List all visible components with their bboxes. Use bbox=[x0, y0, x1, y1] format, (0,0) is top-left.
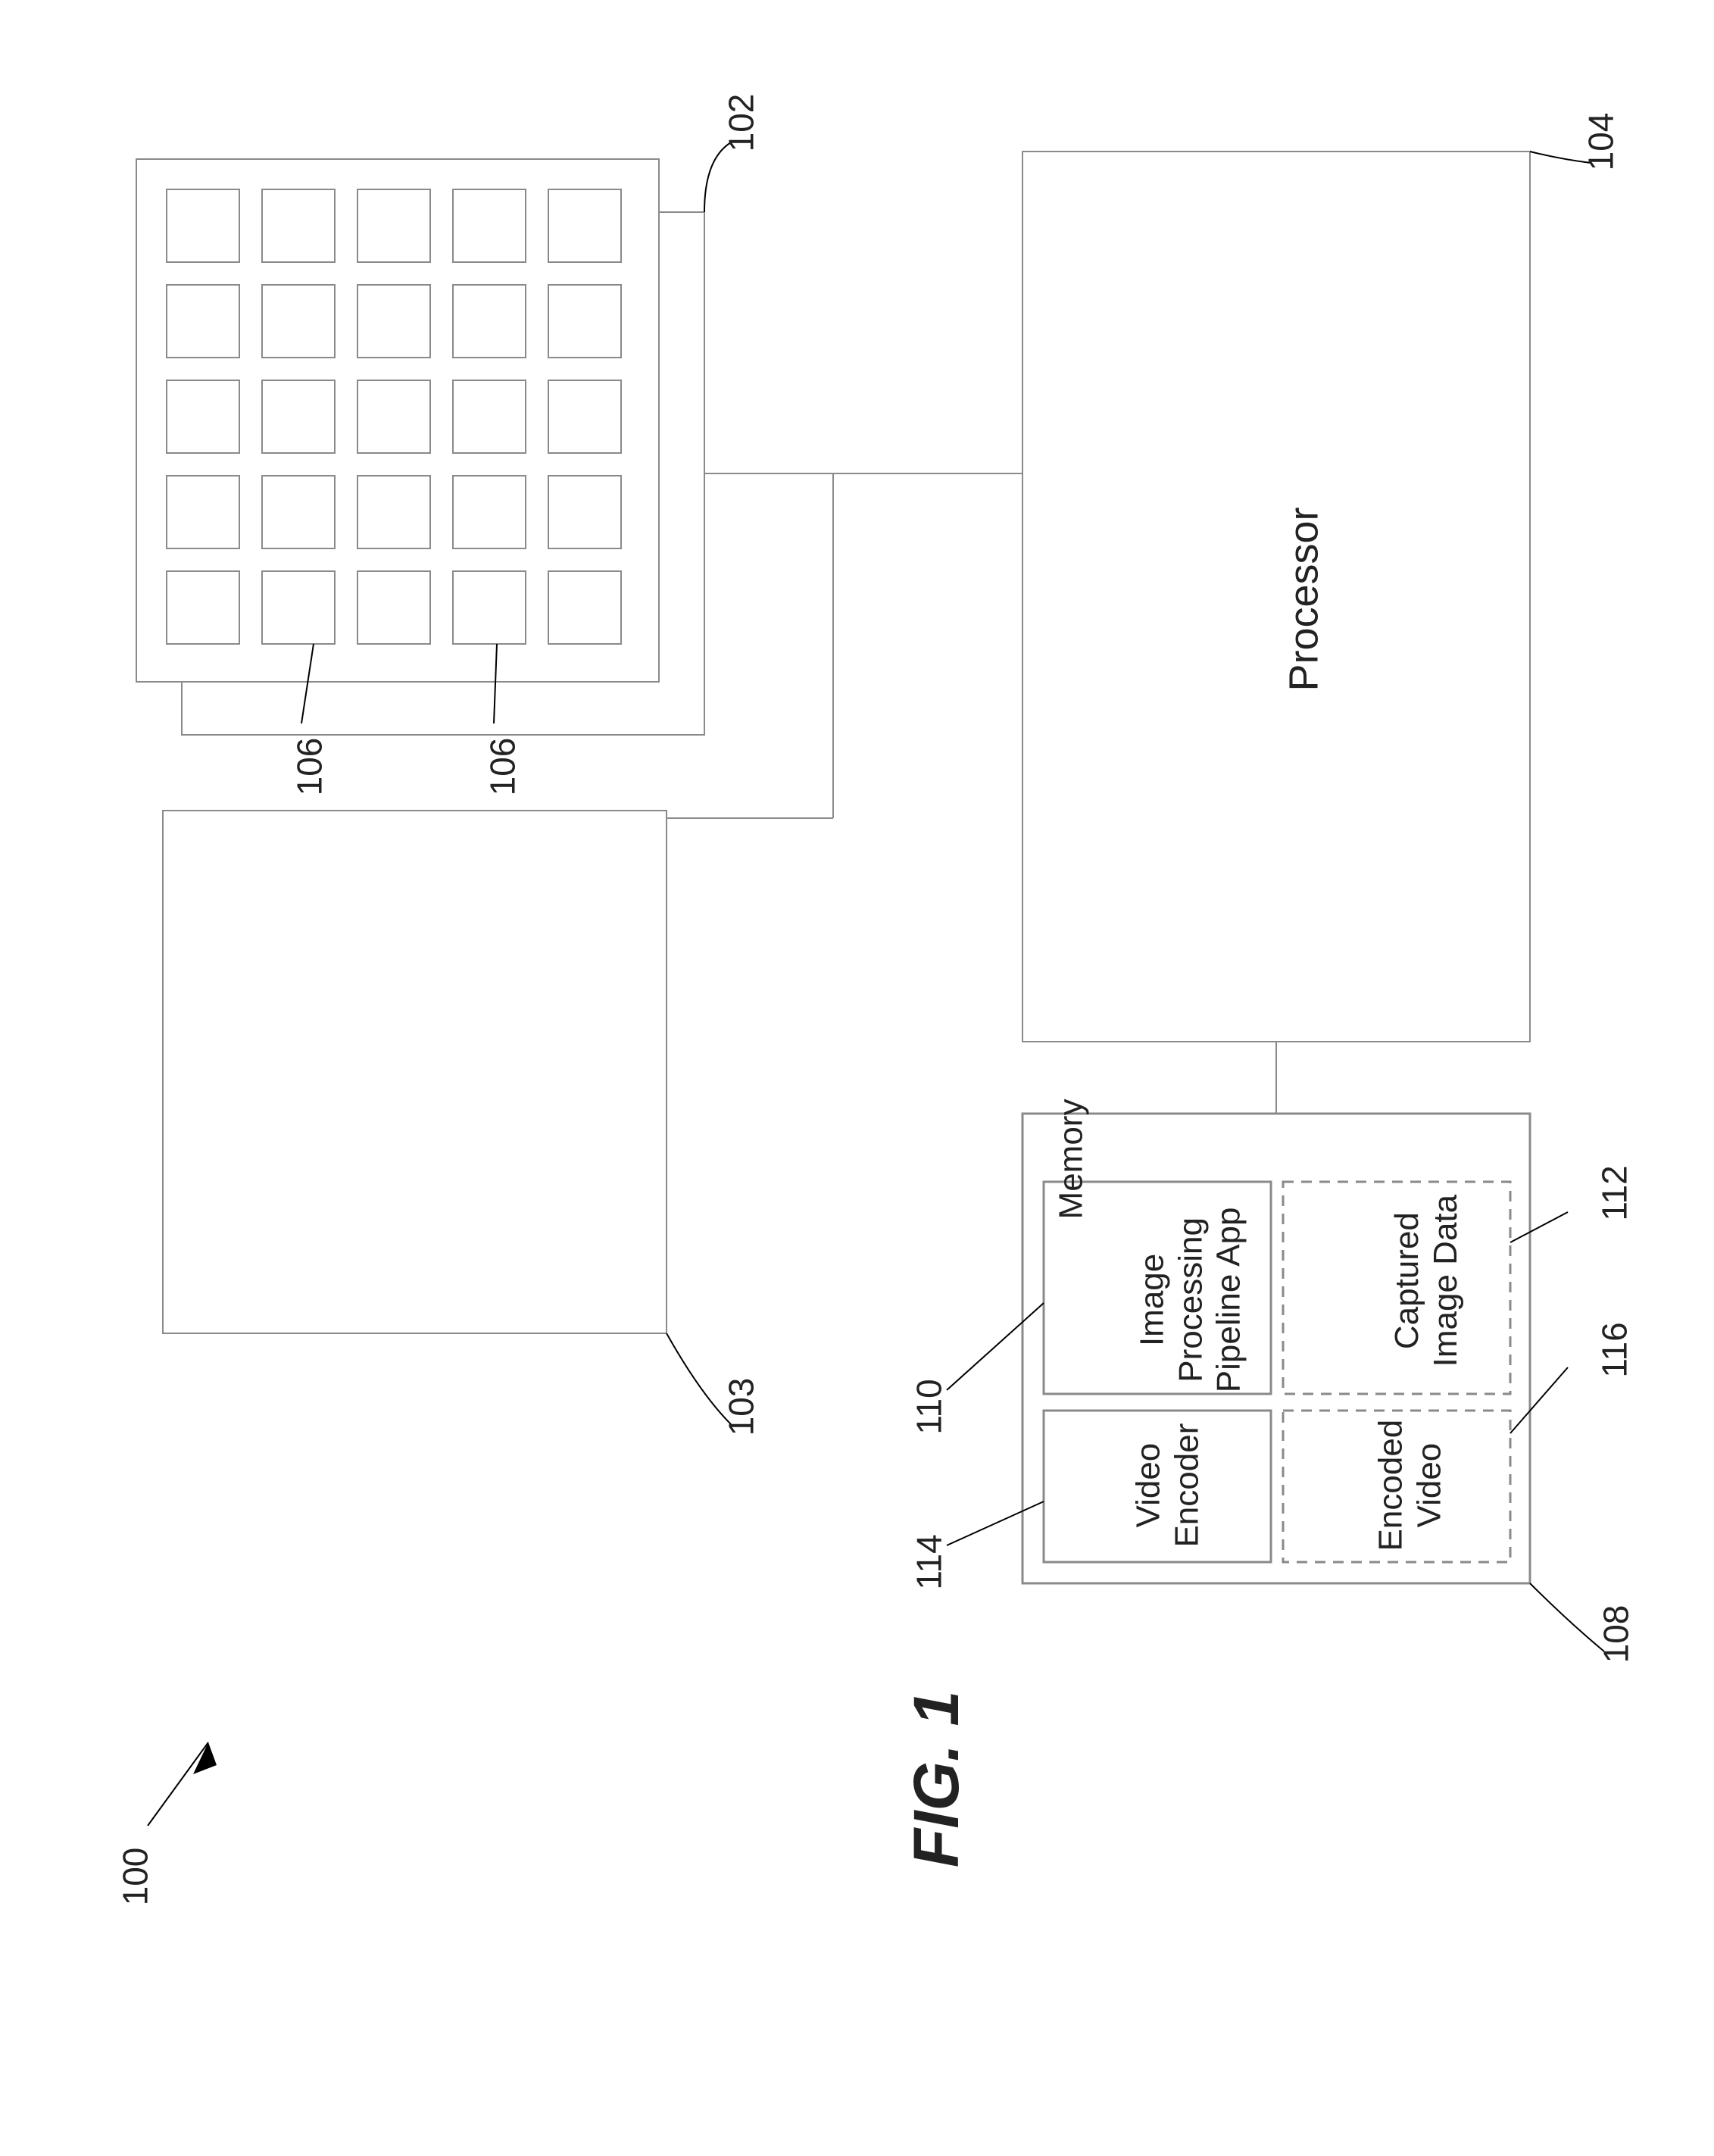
ref-108: 108 bbox=[1595, 1605, 1636, 1664]
diagram-stage: 100 102 103 104 106 106 108 110 112 114 … bbox=[0, 0, 1714, 2156]
ref-103: 103 bbox=[720, 1378, 761, 1436]
mem-encoder-label: Video Encoder bbox=[1129, 1423, 1206, 1548]
ref-110: 110 bbox=[909, 1379, 950, 1434]
mem-captured-text: Captured Image Data bbox=[1388, 1195, 1464, 1367]
memory-label: Memory bbox=[1052, 1099, 1090, 1220]
mem-ipp-label: Image Processing Pipeline App bbox=[1133, 1208, 1248, 1393]
mem-encoder-text: Video Encoder bbox=[1129, 1423, 1205, 1548]
ref-106b: 106 bbox=[482, 738, 523, 796]
diagram-svg bbox=[0, 0, 1714, 2156]
ref-104: 104 bbox=[1580, 113, 1621, 171]
ref-106a: 106 bbox=[289, 738, 329, 796]
ref-116: 116 bbox=[1594, 1322, 1635, 1377]
mem-encoded-text: Encoded Video bbox=[1372, 1420, 1447, 1551]
ref-114: 114 bbox=[909, 1534, 950, 1589]
ref-102: 102 bbox=[720, 94, 761, 152]
mem-encoded-label: Encoded Video bbox=[1372, 1420, 1448, 1551]
mem-ipp-text: Image Processing Pipeline App bbox=[1133, 1208, 1247, 1393]
ref-100: 100 bbox=[114, 1848, 155, 1906]
figure-label: FIG. 1 bbox=[900, 1691, 973, 1867]
ref-112: 112 bbox=[1594, 1165, 1635, 1220]
mem-captured-label: Captured Image Data bbox=[1388, 1195, 1465, 1367]
processor-label: Processor bbox=[1281, 507, 1328, 691]
